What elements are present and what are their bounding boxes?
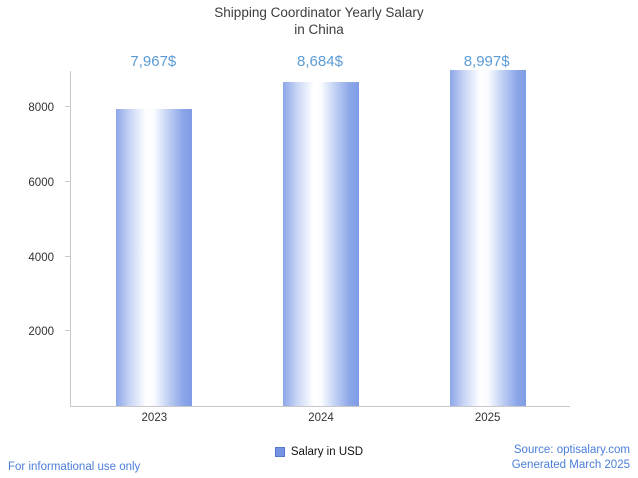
bar-value-label: 8,684$ [297,53,343,70]
legend-label: Salary in USD [290,446,364,458]
chart-title: Shipping Coordinator Yearly Salary in Ch… [0,5,638,39]
x-tick-label: 2023 [141,412,168,424]
source-text: Source: optisalary.com [513,443,630,456]
y-tick-label: 8000 [28,102,54,115]
legend: Salary in USD [0,446,638,458]
x-tick-label: 2024 [308,412,334,424]
y-tick-label: 2000 [28,326,54,339]
chart-title-line2: in China [294,21,344,37]
bar-2024 [283,81,359,406]
bar-value-labels: 7,967$ 8,684$ 8,997$ [70,53,570,75]
source-block: Source: optisalary.com Generated March 2… [512,443,630,474]
y-axis-tick-labels: 2000 4000 6000 8000 [0,71,62,407]
disclaimer-text: For informational use only [8,461,141,473]
plot-area: 2023 2024 2025 [65,70,570,424]
y-tick-label: 4000 [28,251,54,264]
y-tick-mark [65,181,71,182]
bar-value-label: 8,997$ [463,53,510,70]
y-tick-mark [65,255,71,257]
generated-text: Generated March 2025 [511,459,630,472]
bar-2025 [449,70,526,406]
bar-2023 [116,108,193,406]
y-tick-mark [65,106,71,108]
y-tick-mark [65,330,71,332]
y-tick-label: 6000 [28,177,54,189]
bar-value-label: 7,967$ [130,53,177,70]
x-tick-label: 2025 [474,412,501,424]
chart-title-line1: Shipping Coordinator Yearly Salary [214,5,424,20]
legend-marker-icon [274,447,285,457]
